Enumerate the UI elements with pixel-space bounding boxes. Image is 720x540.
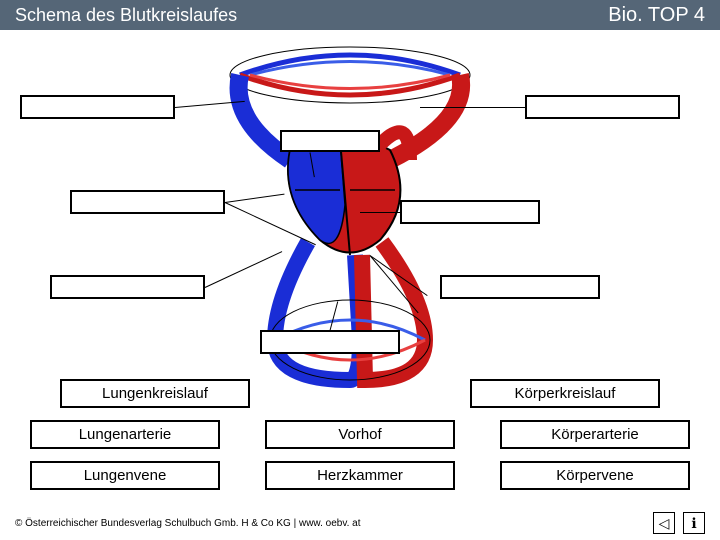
table-cell: Herzkammer <box>265 461 455 490</box>
blank-label-box[interactable] <box>70 190 225 214</box>
page-title: Schema des Blutkreislaufes <box>15 5 237 26</box>
blank-label-box[interactable] <box>50 275 205 299</box>
page: Schema des Blutkreislaufes Bio. TOP 4 <box>0 0 720 540</box>
info-icon[interactable]: ℹ <box>683 512 705 534</box>
table-row: Lungenkreislauf Körperkreislauf <box>30 379 690 408</box>
blank-label-box[interactable] <box>525 95 680 119</box>
blank-label-box[interactable] <box>280 130 380 152</box>
table-cell: Lungenkreislauf <box>60 379 250 408</box>
table-cell: Körpervene <box>500 461 690 490</box>
leader-line <box>420 107 525 108</box>
blank-label-box[interactable] <box>400 200 540 224</box>
blank-label-box[interactable] <box>260 330 400 354</box>
blank-label-box[interactable] <box>440 275 600 299</box>
blank-label-box[interactable] <box>20 95 175 119</box>
footer-icons: ◁ℹ <box>653 512 705 534</box>
table-cell: Lungenvene <box>30 461 220 490</box>
table-cell: Lungenarterie <box>30 420 220 449</box>
label-table: Lungenkreislauf Körperkreislauf Lungenarte… <box>30 379 690 490</box>
brand: Bio. TOP 4 <box>608 4 705 27</box>
diagram-area <box>0 30 720 400</box>
table-row: Lungenarterie Vorhof Körperarterie <box>30 420 690 449</box>
table-cell: Körperarterie <box>500 420 690 449</box>
back-icon[interactable]: ◁ <box>653 512 675 534</box>
table-row: Lungenvene Herzkammer Körpervene <box>30 461 690 490</box>
table-cell: Vorhof <box>265 420 455 449</box>
header: Schema des Blutkreislaufes Bio. TOP 4 <box>0 0 720 30</box>
table-cell: Körperkreislauf <box>470 379 660 408</box>
footer: © Österreichischer Bundesverlag Schulbuc… <box>15 512 705 534</box>
leader-line <box>360 212 400 213</box>
copyright: © Österreichischer Bundesverlag Schulbuc… <box>15 518 360 529</box>
